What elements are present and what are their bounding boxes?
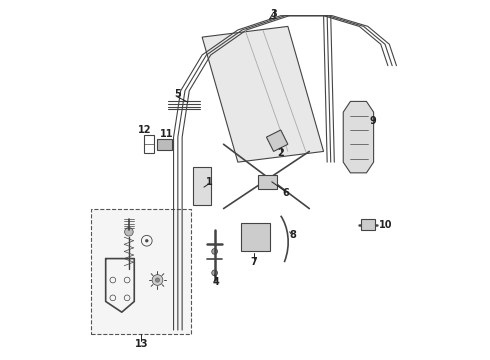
Text: 5: 5 (174, 89, 180, 99)
Circle shape (146, 239, 148, 242)
Text: 10: 10 (379, 220, 393, 230)
Circle shape (212, 270, 218, 276)
Circle shape (351, 129, 367, 145)
Text: 2: 2 (277, 148, 284, 158)
Circle shape (160, 140, 169, 149)
Text: 6: 6 (283, 188, 290, 198)
Polygon shape (242, 223, 270, 251)
Polygon shape (267, 130, 288, 152)
Text: 13: 13 (135, 339, 148, 349)
Text: 3: 3 (270, 9, 277, 19)
Circle shape (251, 233, 260, 242)
Polygon shape (157, 139, 172, 150)
Circle shape (152, 275, 163, 285)
Circle shape (212, 249, 218, 254)
Circle shape (124, 228, 133, 236)
Polygon shape (343, 102, 373, 173)
Bar (92, 208, 192, 334)
Text: 1: 1 (206, 177, 213, 187)
Text: 7: 7 (250, 257, 257, 267)
Polygon shape (193, 167, 211, 205)
Circle shape (365, 221, 372, 228)
Circle shape (155, 278, 160, 282)
Text: 11: 11 (160, 129, 174, 139)
Polygon shape (361, 219, 375, 230)
Text: 4: 4 (213, 277, 220, 287)
Circle shape (273, 136, 281, 145)
Text: 12: 12 (138, 125, 151, 135)
Text: 8: 8 (290, 230, 296, 240)
Polygon shape (202, 26, 323, 162)
Text: 9: 9 (369, 116, 376, 126)
Circle shape (245, 226, 267, 248)
Polygon shape (258, 175, 277, 189)
